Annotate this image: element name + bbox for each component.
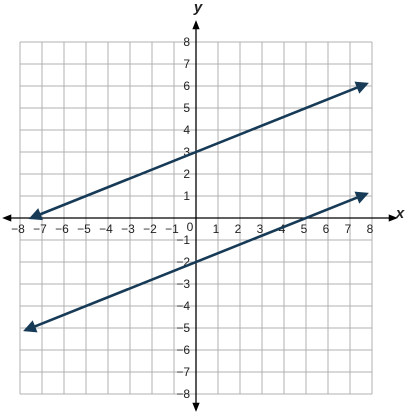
- x-tick-label: 2: [235, 222, 242, 236]
- y-tick-label: −4: [176, 299, 190, 313]
- x-tick-label: −2: [143, 222, 157, 236]
- x-tick-label: −5: [77, 222, 91, 236]
- y-tick-label: 6: [183, 79, 190, 93]
- x-tick-label: −4: [99, 222, 113, 236]
- y-tick-label: 2: [183, 167, 190, 181]
- y-axis-label: y: [193, 0, 203, 16]
- x-tick-label: 6: [323, 222, 330, 236]
- x-tick-label: −3: [121, 222, 135, 236]
- y-tick-label: 5: [183, 101, 190, 115]
- y-tick-label: −1: [176, 233, 190, 247]
- y-tick-label: 7: [183, 57, 190, 71]
- line: [28, 81, 369, 221]
- x-tick-label: 8: [367, 222, 374, 236]
- x-tick-label: 1: [213, 222, 220, 236]
- y-tick-label: 8: [183, 35, 190, 49]
- y-tick-label: −5: [176, 321, 190, 335]
- plot-area: [23, 81, 369, 333]
- y-tick-label: −8: [176, 387, 190, 401]
- y-tick-label: −7: [176, 365, 190, 379]
- x-tick-label: 5: [301, 222, 308, 236]
- x-tick-label: −7: [33, 222, 47, 236]
- origin-label: 0: [187, 220, 194, 234]
- y-tick-label: −3: [176, 277, 190, 291]
- x-tick-label: −6: [55, 222, 69, 236]
- y-tick-label: 1: [183, 189, 190, 203]
- x-tick-label: −8: [11, 222, 25, 236]
- x-tick-label: 7: [345, 222, 352, 236]
- y-tick-label: 4: [183, 123, 190, 137]
- x-axis-label: x: [395, 205, 405, 222]
- line: [23, 191, 369, 333]
- y-tick-label: −6: [176, 343, 190, 357]
